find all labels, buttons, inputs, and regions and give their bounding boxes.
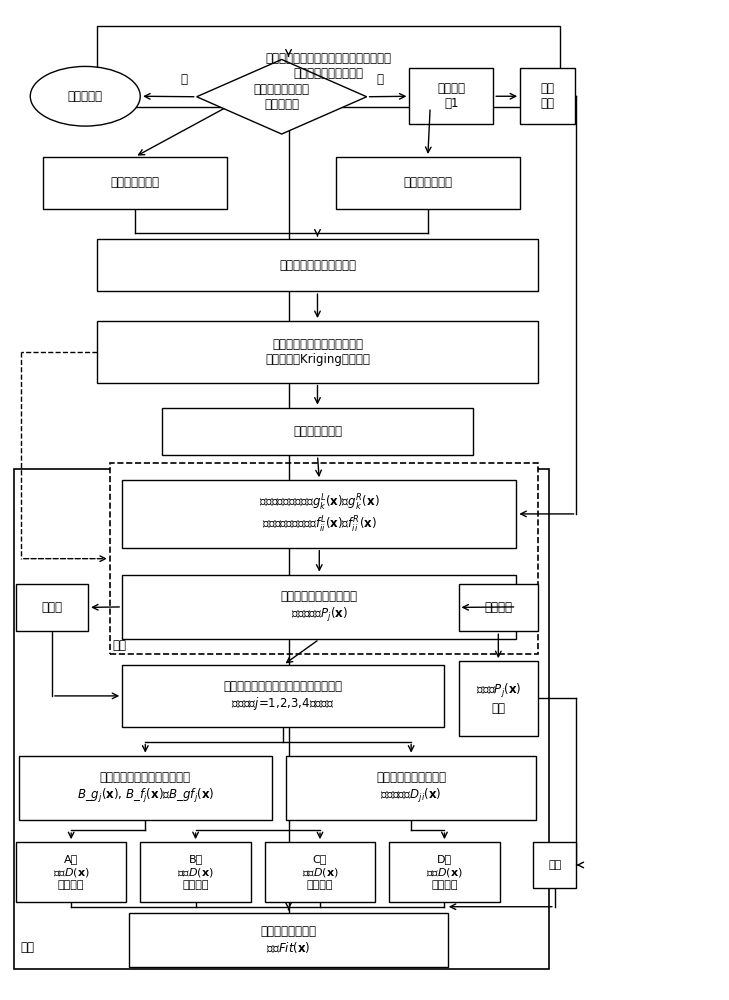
Text: 计算各$P_j(\mathbf{x})$
的和: 计算各$P_j(\mathbf{x})$ 的和 (475, 682, 521, 715)
FancyBboxPatch shape (122, 480, 516, 548)
FancyBboxPatch shape (265, 842, 375, 902)
FancyBboxPatch shape (459, 584, 538, 631)
FancyBboxPatch shape (97, 26, 560, 107)
Text: 不可行解: 不可行解 (484, 601, 512, 614)
Text: 区分成本型、固定型、收益型、偏离型
目标，对$j$=1,2,3,4进行赋值: 区分成本型、固定型、收益型、偏离型 目标，对$j$=1,2,3,4进行赋值 (224, 680, 343, 712)
FancyBboxPatch shape (410, 68, 494, 124)
FancyBboxPatch shape (389, 842, 500, 902)
Polygon shape (197, 59, 367, 134)
Text: 设计变量直接排序
计算$Fit(\mathbf{x})$: 设计变量直接排序 计算$Fit(\mathbf{x})$ (260, 925, 316, 955)
FancyBboxPatch shape (42, 157, 227, 209)
Text: 计算区间异类目标性能
稳健性距离$D_{ji}(\mathbf{x})$: 计算区间异类目标性能 稳健性距离$D_{ji}(\mathbf{x})$ (376, 771, 446, 805)
Text: 计算各约束函数边界$g_k^L(\mathbf{x})$和$g_k^R(\mathbf{x})$
计算各目标函数边界$f_{ii}^L(\mathbf{x})$: 计算各约束函数边界$g_k^L(\mathbf{x})$和$g_k^R(\mat… (259, 492, 380, 535)
Text: A类
计算$D(\mathbf{x})$
内部排序: A类 计算$D(\mathbf{x})$ 内部排序 (52, 854, 90, 890)
Text: 基于样本点的目标和约束性能
指标值建立Kriging近似模型: 基于样本点的目标和约束性能 指标值建立Kriging近似模型 (265, 338, 370, 366)
Text: 输出最优解: 输出最优解 (68, 90, 103, 103)
Text: 否: 否 (376, 73, 383, 86)
Text: D类
计算$D(\mathbf{x})$
内部排序: D类 计算$D(\mathbf{x})$ 内部排序 (426, 854, 463, 890)
FancyBboxPatch shape (122, 575, 516, 639)
Text: 计算可行解的稳健性均衡系数
$B\_g_j(\mathbf{x})$, $B\_f_j(\mathbf{x})$和$B\_gf_j(\mathbf{x})$: 计算可行解的稳健性均衡系数 $B\_g_j(\mathbf{x})$, $B\_… (77, 771, 214, 805)
Text: B类
计算$D(\mathbf{x})$
内部排序: B类 计算$D(\mathbf{x})$ 内部排序 (177, 854, 214, 890)
Text: 计算相应设计变量的区间
约束满足度$P_j(\mathbf{x})$: 计算相应设计变量的区间 约束满足度$P_j(\mathbf{x})$ (281, 590, 358, 624)
Text: 交叉
变异: 交叉 变异 (540, 82, 555, 110)
FancyBboxPatch shape (162, 408, 473, 455)
Text: 协同仿真得到样本点数据: 协同仿真得到样本点数据 (279, 259, 356, 272)
FancyBboxPatch shape (16, 842, 127, 902)
Ellipse shape (31, 66, 140, 126)
Text: 拉丁超立方采样: 拉丁超立方采样 (403, 176, 452, 189)
FancyBboxPatch shape (14, 469, 549, 969)
FancyBboxPatch shape (19, 756, 272, 820)
FancyBboxPatch shape (110, 463, 538, 654)
Text: 是: 是 (180, 73, 187, 86)
FancyBboxPatch shape (129, 913, 448, 967)
FancyBboxPatch shape (520, 68, 575, 124)
FancyBboxPatch shape (533, 842, 577, 888)
Text: 可行解: 可行解 (42, 601, 63, 614)
FancyBboxPatch shape (16, 584, 88, 631)
Text: C类
计算$D(\mathbf{x})$
内部排序: C类 计算$D(\mathbf{x})$ 内部排序 (302, 854, 338, 890)
FancyBboxPatch shape (140, 842, 251, 902)
FancyBboxPatch shape (122, 665, 444, 727)
Text: 排序: 排序 (548, 860, 561, 870)
Text: 外层: 外层 (21, 941, 35, 954)
Text: 根据设计需求，建立机械结构异类多目标
性能稳健优化设计模型: 根据设计需求，建立机械结构异类多目标 性能稳健优化设计模型 (265, 52, 391, 80)
FancyBboxPatch shape (459, 661, 538, 736)
Text: 迭代次数
加1: 迭代次数 加1 (437, 82, 465, 110)
FancyBboxPatch shape (335, 157, 520, 209)
FancyBboxPatch shape (286, 756, 536, 820)
FancyBboxPatch shape (97, 321, 538, 383)
Text: 达到迭代次数或者
收敛条件？: 达到迭代次数或者 收敛条件？ (254, 83, 310, 111)
Text: 构建参数化模型: 构建参数化模型 (110, 176, 160, 189)
Text: 遗传算法初始化: 遗传算法初始化 (293, 425, 342, 438)
Text: 内层: 内层 (113, 639, 127, 652)
FancyBboxPatch shape (97, 239, 538, 291)
